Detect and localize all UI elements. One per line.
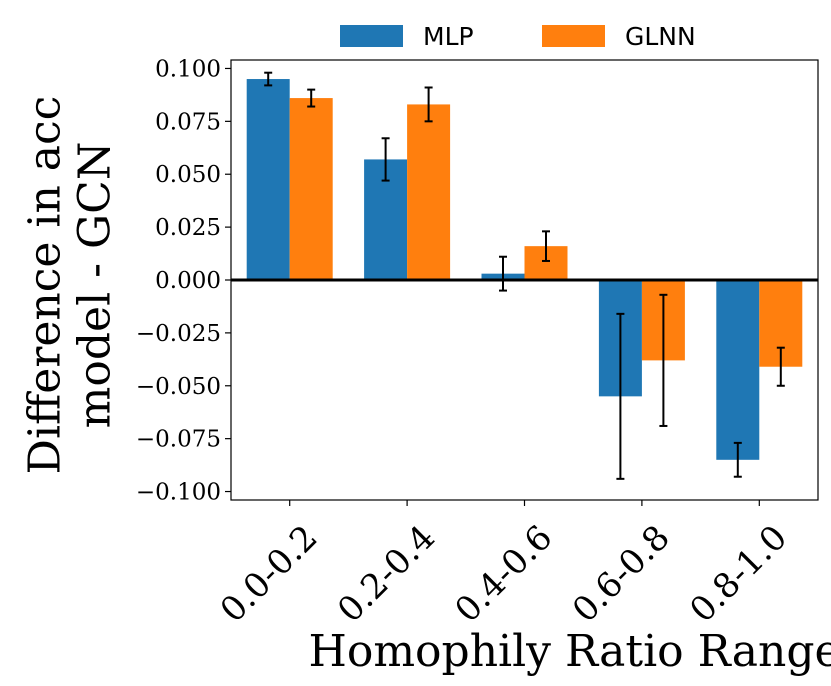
legend-item-glnn: GLNN (542, 22, 696, 51)
y-axis-title-line-1: Difference in acc (20, 96, 71, 475)
error-bar-glnn-0.2-0.4 (424, 86, 433, 123)
legend-swatch (340, 25, 403, 47)
y-tick-label: −0.025 (136, 321, 221, 347)
x-tick-label: 0.6-0.8 (565, 518, 678, 631)
error-bar-mlp-0.2-0.4 (381, 137, 390, 182)
bar-mlp-0.8-1.0 (716, 280, 760, 460)
error-bar-mlp-0.4-0.6 (499, 255, 507, 292)
legend: MLP GLNN (340, 22, 696, 51)
y-tick-label: 0.100 (155, 56, 221, 82)
y-tick-label: −0.075 (136, 427, 221, 453)
error-bar-glnn-0.8-1.0 (776, 346, 785, 387)
error-bar-glnn-0.0-0.2 (307, 88, 316, 108)
x-axis: 0.0-0.2 0.2-0.4 0.4-0.6 0.6-0.8 0.8-1.0 (213, 500, 795, 630)
x-axis-title: Homophily Ratio Range (308, 626, 831, 677)
y-axis-title-line-2: model - GCN (70, 142, 121, 429)
x-tick-label: 0.8-1.0 (682, 518, 795, 631)
y-axis: 0.100 0.075 0.050 0.025 0.000 −0.025 −0.050 −0.… (136, 56, 231, 506)
x-tick-label: 0.0-0.2 (213, 518, 326, 631)
legend-swatch (542, 25, 605, 47)
error-bar-glnn-0.6-0.8 (659, 293, 668, 427)
bar-mlp-0.0-0.2 (246, 79, 290, 281)
y-tick-label: −0.100 (136, 480, 221, 506)
y-tick-label: −0.050 (136, 374, 221, 400)
x-tick-label: 0.4-0.6 (448, 518, 561, 631)
y-tick-label: 0.050 (155, 162, 221, 188)
error-bar-mlp-0.8-1.0 (733, 441, 742, 478)
error-bar-mlp-0.0-0.2 (264, 71, 273, 87)
bar-glnn-0.2-0.4 (407, 104, 451, 280)
legend-item-mlp: MLP (340, 22, 474, 51)
x-tick-label: 0.2-0.4 (330, 518, 443, 631)
bar-glnn-0.0-0.2 (289, 98, 333, 280)
error-bar-mlp-0.6-0.8 (616, 312, 625, 480)
error-bar-glnn-0.4-0.6 (542, 230, 550, 262)
y-tick-label: 0.000 (155, 268, 221, 294)
y-tick-label: 0.075 (155, 109, 221, 135)
legend-label: GLNN (625, 22, 696, 51)
y-tick-label: 0.025 (155, 215, 221, 241)
plot-area (231, 71, 818, 480)
legend-label: MLP (423, 22, 474, 51)
